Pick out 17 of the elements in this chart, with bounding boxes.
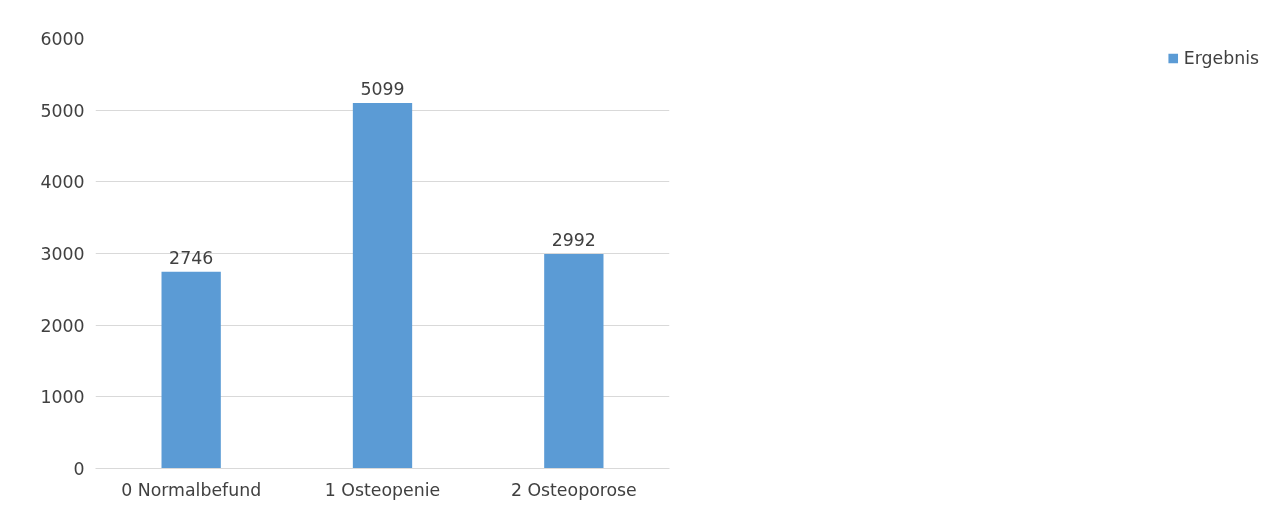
y-tick-label: 6000 [40, 29, 85, 49]
y-tick-label: 5000 [40, 100, 85, 121]
x-tick-label: 2 Osteoporose [510, 479, 637, 500]
x-tick-label: 1 Osteopenie [324, 479, 441, 500]
legend-label: Ergebnis [1183, 48, 1259, 68]
data-label: 2746 [169, 247, 214, 268]
bar [161, 271, 221, 469]
data-label: 2992 [551, 230, 596, 251]
y-tick-label: 4000 [40, 172, 85, 193]
x-tick-label: 0 Normalbefund [121, 479, 262, 500]
bar [544, 254, 604, 469]
y-tick-label: 3000 [40, 244, 85, 264]
data-label: 5099 [360, 79, 405, 100]
bar [352, 103, 413, 469]
y-tick-label: 2000 [40, 315, 85, 336]
y-tick-label: 1000 [40, 387, 85, 408]
y-tick-label: 0 [73, 459, 85, 479]
